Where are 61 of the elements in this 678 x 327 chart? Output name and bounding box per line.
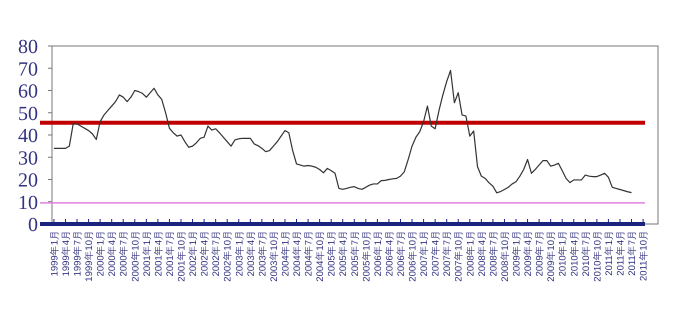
xtick: 2003年10月 bbox=[268, 230, 280, 282]
xtick: 2000年7月 bbox=[118, 230, 130, 276]
xtick: 1999年1月 bbox=[49, 230, 60, 276]
xtick: 2008年7月 bbox=[488, 230, 500, 276]
ytick: 60 bbox=[18, 80, 38, 102]
xtick: 2002年10月 bbox=[222, 230, 234, 282]
xtick: 2007年4月 bbox=[430, 230, 442, 276]
xtick: 2002年7月 bbox=[211, 230, 222, 276]
xtick: 2002年4月 bbox=[200, 230, 211, 276]
xtick: 2009年7月 bbox=[534, 230, 546, 276]
xtick: 2004年1月 bbox=[280, 230, 292, 276]
xtick: 2004年7月 bbox=[304, 230, 315, 276]
ytick: 80 bbox=[18, 36, 38, 58]
xtick: 2006年4月 bbox=[384, 230, 396, 276]
xtick: 2011年10月 bbox=[638, 230, 650, 281]
xtick: 2005年1月 bbox=[326, 230, 338, 276]
xtick: 2010年1月 bbox=[558, 230, 569, 276]
xtick: 2001年7月 bbox=[164, 230, 176, 276]
xtick: 2008年4月 bbox=[476, 230, 488, 276]
xtick: 1999年7月 bbox=[72, 230, 84, 276]
xtick: 2008年10月 bbox=[500, 230, 511, 282]
xtick: 2005年7月 bbox=[350, 230, 361, 276]
xtick: 2002年1月 bbox=[188, 230, 200, 276]
xtick: 2005年4月 bbox=[338, 230, 350, 276]
xtick: 2011年7月 bbox=[627, 230, 638, 276]
ytick: 70 bbox=[18, 58, 38, 80]
xtick: 2010年7月 bbox=[580, 230, 592, 276]
xtick: 2000年10月 bbox=[130, 230, 142, 282]
xtick: 2004年4月 bbox=[292, 230, 304, 276]
xtick: 2006年10月 bbox=[408, 230, 419, 282]
xtick: 1999年10月 bbox=[84, 230, 96, 282]
ytick: 30 bbox=[18, 147, 38, 170]
xtick: 2009年1月 bbox=[512, 230, 522, 276]
xtick: 2005年10月 bbox=[361, 230, 372, 282]
xtick: 2010年4月 bbox=[569, 230, 580, 276]
xtick: 1999年4月 bbox=[60, 230, 72, 276]
xtick: 2007年1月 bbox=[419, 230, 430, 276]
xtick: 2003年1月 bbox=[234, 230, 246, 276]
xtick: 2004年10月 bbox=[315, 230, 326, 282]
xtick: 2009年10月 bbox=[546, 230, 558, 282]
xtick: 2001年10月 bbox=[176, 230, 188, 282]
ytick: 50 bbox=[18, 102, 38, 125]
xtick: 2010年10月 bbox=[592, 230, 604, 282]
ytick: 20 bbox=[18, 170, 38, 192]
xtick: 2006年7月 bbox=[396, 230, 407, 276]
xtick: 2003年7月 bbox=[257, 230, 268, 276]
xtick: 2006年1月 bbox=[372, 230, 384, 276]
xtick: 2000年1月 bbox=[96, 230, 107, 276]
xtick: 2009年4月 bbox=[523, 230, 534, 276]
xtick: 2011年4月 bbox=[615, 230, 626, 276]
xtick: 2011年1月 bbox=[604, 230, 615, 276]
xtick: 2007年7月 bbox=[442, 230, 454, 276]
ytick: 0 bbox=[28, 214, 38, 236]
xtick: 2003年4月 bbox=[246, 230, 257, 276]
xtick: 2007年10月 bbox=[454, 230, 465, 282]
xtick: 2008年1月 bbox=[465, 230, 476, 276]
ytick: 10 bbox=[18, 192, 38, 214]
xtick: 2001年1月 bbox=[142, 230, 153, 276]
xtick: 2001年4月 bbox=[153, 230, 164, 276]
xtick: 2000年4月 bbox=[107, 230, 118, 276]
ytick: 40 bbox=[18, 125, 38, 147]
